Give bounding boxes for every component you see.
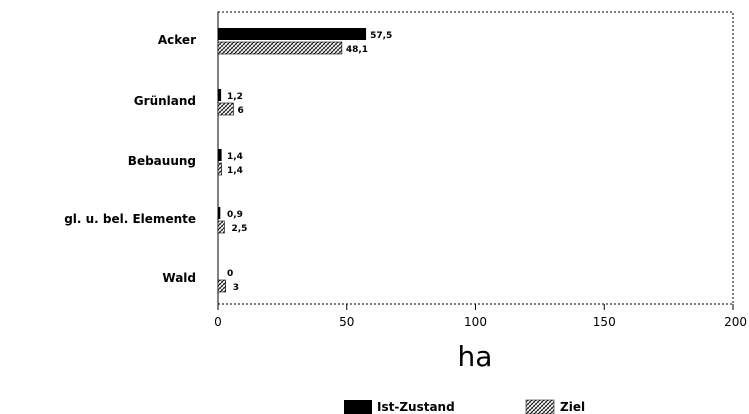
category-label-bebauung: Bebauung [128, 154, 196, 168]
bar-ziel-acker [217, 41, 343, 55]
category-label-wald: Wald [162, 271, 196, 285]
x-tick-label-150: 150 [593, 315, 616, 329]
bar-ziel-bebauung [217, 162, 222, 176]
x-tick-label-100: 100 [464, 315, 487, 329]
legend-label-ziel: Ziel [560, 400, 585, 414]
bar-ist-zustand-bebauung [218, 149, 222, 161]
category-label-gl-u-bel-elemente: gl. u. bel. Elemente [64, 212, 196, 226]
bar-ziel-wald [217, 279, 227, 293]
data-label-ist-zustand-gruenland: 1,2 [227, 92, 243, 102]
x-tick-label-50: 50 [339, 315, 354, 329]
legend-swatch-ist-zustand [344, 400, 372, 414]
data-label-ziel-gruenland: 6 [237, 106, 243, 116]
bar-ziel-gl-u-bel-elemente [217, 220, 225, 234]
bar-ist-zustand-gl-u-bel-elemente [218, 207, 221, 219]
x-tick-label-200: 200 [724, 315, 747, 329]
legend: Ist-Zustand Ziel [344, 399, 585, 414]
bar-ist-zustand-gruenland [218, 89, 222, 101]
bar-ist-zustand-acker [218, 28, 367, 40]
legend-swatch-ziel [525, 399, 555, 414]
data-label-ist-zustand-acker: 57,5 [370, 31, 392, 41]
category-label-gruenland: Grünland [134, 94, 196, 108]
data-label-ist-zustand-wald: 0 [227, 269, 233, 279]
bar-ziel-gruenland [217, 102, 234, 116]
data-label-ziel-wald: 3 [233, 283, 239, 293]
x-tick-label-0: 0 [214, 315, 222, 329]
data-label-ist-zustand-gl-u-bel-elemente: 0,9 [227, 210, 243, 220]
data-label-ziel-acker: 48,1 [346, 45, 368, 55]
data-label-ziel-gl-u-bel-elemente: 2,5 [231, 224, 247, 234]
x-axis-title: ha [458, 340, 493, 373]
data-label-ziel-bebauung: 1,4 [227, 166, 243, 176]
plot-frame [217, 11, 734, 305]
category-label-acker: Acker [158, 33, 196, 47]
data-label-ist-zustand-bebauung: 1,4 [227, 152, 243, 162]
legend-label-ist-zustand: Ist-Zustand [377, 400, 455, 414]
